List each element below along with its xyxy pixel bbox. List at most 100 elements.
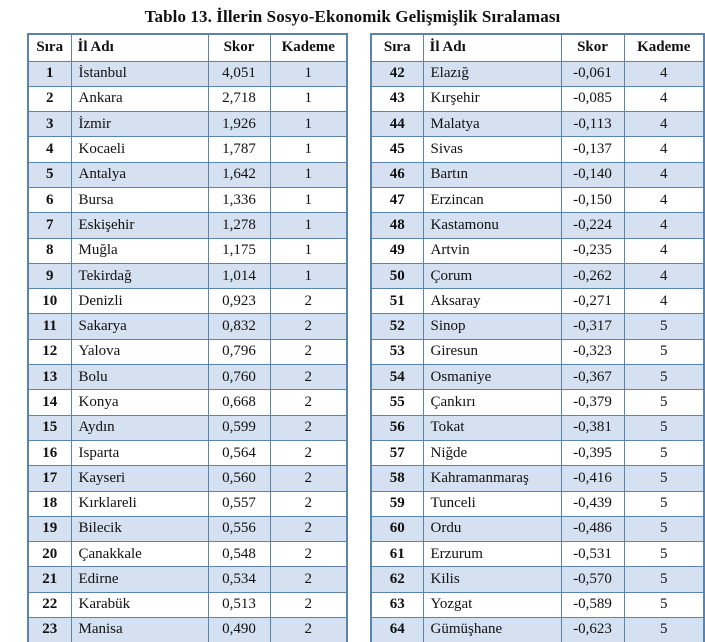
score-cell: -0,570	[560, 566, 625, 593]
score-cell: 0,513	[207, 591, 271, 619]
rank-cell: 48	[370, 212, 424, 239]
tier-cell: 2	[269, 313, 348, 340]
tier-cell: 5	[623, 414, 705, 441]
score-cell: 0,564	[207, 439, 271, 467]
ranking-table-left: Sıra İl Adı Skor Kademe 1 İstanbul 4,051 1 2…	[27, 33, 348, 642]
score-cell: 0,557	[207, 490, 271, 517]
table-row: 10 Denizli 0,923 2	[27, 288, 348, 315]
table-row: 17 Kayseri 0,560 2	[27, 465, 348, 492]
score-cell: 0,760	[207, 364, 271, 391]
table-row: 49 Artvin -0,235 4	[370, 237, 705, 264]
tier-cell: 4	[623, 262, 705, 290]
table-row: 1 İstanbul 4,051 1	[27, 60, 348, 87]
rank-cell: 11	[27, 313, 72, 340]
table-row: 6 Bursa 1,336 1	[27, 186, 348, 214]
table-row: 7 Eskişehir 1,278 1	[27, 212, 348, 239]
rank-cell: 64	[370, 617, 424, 642]
province-cell: Bursa	[70, 186, 209, 214]
province-cell: Bolu	[70, 364, 209, 391]
score-cell: -0,235	[560, 237, 625, 264]
rank-cell: 58	[370, 465, 424, 492]
rank-cell: 12	[27, 338, 72, 366]
table-row: 2 Ankara 2,718 1	[27, 85, 348, 113]
table-row: 3 İzmir 1,926 1	[27, 111, 348, 138]
score-cell: -0,224	[560, 212, 625, 239]
header-row: Sıra İl Adı Skor Kademe	[27, 33, 348, 62]
province-cell: Yozgat	[422, 591, 562, 619]
province-cell: Artvin	[422, 237, 562, 264]
score-cell: 0,548	[207, 541, 271, 568]
rank-cell: 17	[27, 465, 72, 492]
province-cell: Tunceli	[422, 490, 562, 517]
rank-cell: 21	[27, 566, 72, 593]
score-cell: -0,061	[560, 60, 625, 87]
table-row: 61 Erzurum -0,531 5	[370, 541, 705, 568]
province-cell: Yalova	[70, 338, 209, 366]
rank-cell: 52	[370, 313, 424, 340]
score-cell: -0,623	[560, 617, 625, 642]
score-cell: -0,416	[560, 465, 625, 492]
tier-cell: 4	[623, 60, 705, 87]
score-cell: 0,556	[207, 515, 271, 543]
table-row: 62 Kilis -0,570 5	[370, 566, 705, 593]
rank-cell: 50	[370, 262, 424, 290]
province-cell: Giresun	[422, 338, 562, 366]
score-cell: -0,486	[560, 515, 625, 543]
rank-cell: 53	[370, 338, 424, 366]
table-row: 8 Muğla 1,175 1	[27, 237, 348, 264]
province-cell: Ankara	[70, 85, 209, 113]
score-cell: 1,642	[207, 161, 271, 188]
tier-cell: 1	[269, 186, 348, 214]
table-row: 13 Bolu 0,760 2	[27, 364, 348, 391]
table-row: 42 Elazığ -0,061 4	[370, 60, 705, 87]
rank-cell: 60	[370, 515, 424, 543]
table-row: 56 Tokat -0,381 5	[370, 414, 705, 441]
province-cell: Malatya	[422, 111, 562, 138]
province-cell: Aksaray	[422, 288, 562, 315]
tier-cell: 4	[623, 212, 705, 239]
rank-cell: 5	[27, 161, 72, 188]
province-cell: Bilecik	[70, 515, 209, 543]
table-row: 52 Sinop -0,317 5	[370, 313, 705, 340]
score-cell: -0,367	[560, 364, 625, 391]
province-cell: Çanakkale	[70, 541, 209, 568]
province-cell: Isparta	[70, 439, 209, 467]
column-header-il-adi: İl Adı	[422, 33, 562, 62]
tier-cell: 1	[269, 111, 348, 138]
rank-cell: 9	[27, 262, 72, 290]
tier-cell: 2	[269, 541, 348, 568]
score-cell: 1,014	[207, 262, 271, 290]
province-cell: Kastamonu	[422, 212, 562, 239]
tier-cell: 5	[623, 541, 705, 568]
table-row: 47 Erzincan -0,150 4	[370, 186, 705, 214]
province-cell: Çankırı	[422, 389, 562, 416]
column-header-kademe: Kademe	[269, 33, 348, 62]
score-cell: -0,085	[560, 85, 625, 113]
rank-cell: 63	[370, 591, 424, 619]
tier-cell: 1	[269, 60, 348, 87]
table-row: 9 Tekirdağ 1,014 1	[27, 262, 348, 290]
table-row: 59 Tunceli -0,439 5	[370, 490, 705, 517]
tier-cell: 5	[623, 439, 705, 467]
tier-cell: 5	[623, 364, 705, 391]
rank-cell: 22	[27, 591, 72, 619]
table-row: 20 Çanakkale 0,548 2	[27, 541, 348, 568]
province-cell: Ordu	[422, 515, 562, 543]
tier-cell: 2	[269, 617, 348, 642]
tier-cell: 4	[623, 111, 705, 138]
province-cell: Niğde	[422, 439, 562, 467]
table-row: 4 Kocaeli 1,787 1	[27, 136, 348, 163]
table-row: 12 Yalova 0,796 2	[27, 338, 348, 366]
province-cell: Kayseri	[70, 465, 209, 492]
rank-cell: 7	[27, 212, 72, 239]
province-cell: Muğla	[70, 237, 209, 264]
province-cell: Kırşehir	[422, 85, 562, 113]
rank-cell: 46	[370, 161, 424, 188]
province-cell: Kahramanmaraş	[422, 465, 562, 492]
tier-cell: 2	[269, 389, 348, 416]
rank-cell: 4	[27, 136, 72, 163]
rank-cell: 3	[27, 111, 72, 138]
score-cell: 1,926	[207, 111, 271, 138]
province-cell: Bartın	[422, 161, 562, 188]
rank-cell: 42	[370, 60, 424, 87]
